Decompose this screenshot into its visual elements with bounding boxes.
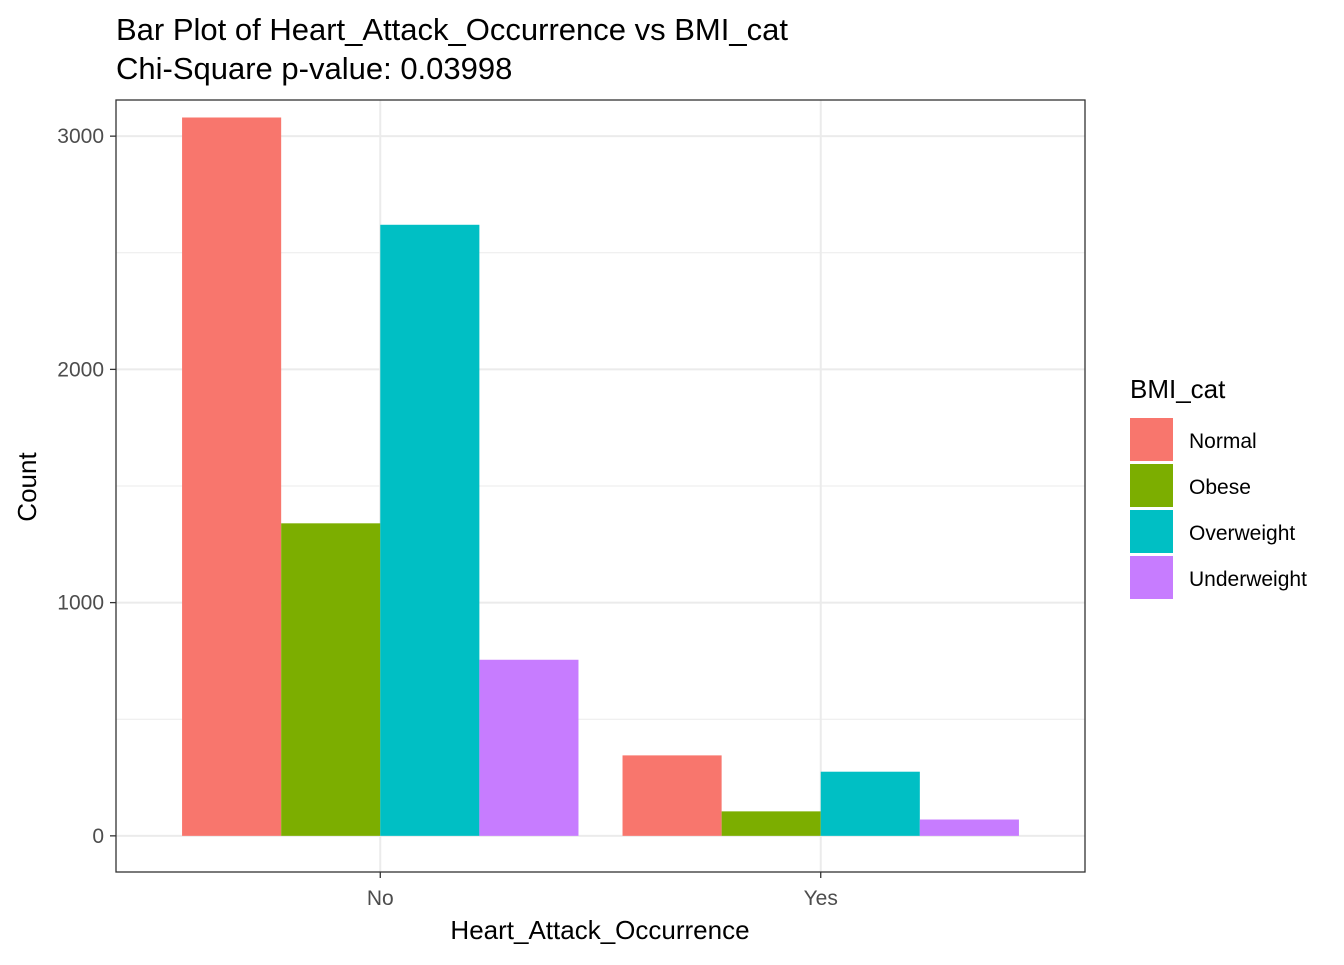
y-tick-label: 1000: [57, 592, 104, 615]
bar-obese-yes: [721, 811, 821, 836]
legend-label-overweight: Overweight: [1189, 522, 1295, 545]
bar-layer: [182, 117, 1019, 836]
legend-label-obese: Obese: [1189, 476, 1251, 499]
panel-border: [115, 99, 1086, 873]
axis-layer: 0 1000 2000 3000 No Yes: [57, 125, 838, 910]
bar-underweight-no: [479, 659, 579, 836]
legend-swatch-normal: [1130, 418, 1173, 461]
legend-label-normal: Normal: [1189, 430, 1257, 453]
x-tick-label: No: [367, 887, 394, 910]
legend-swatch-underweight: [1130, 556, 1173, 599]
bar-normal-no: [182, 117, 282, 836]
y-axis-title: Count: [12, 452, 42, 522]
bar-overweight-yes: [820, 771, 920, 836]
bar-overweight-no: [380, 224, 480, 836]
legend-swatch-obese: [1130, 464, 1173, 507]
y-tick-label: 3000: [57, 125, 104, 148]
chart-subtitle: Chi-Square p-value: 0.03998: [116, 51, 512, 86]
legend-swatch-overweight: [1130, 510, 1173, 553]
legend-items: Normal Obese Overweight Underweight: [1130, 418, 1307, 599]
bar-obese-no: [281, 523, 381, 836]
y-tick-label: 2000: [57, 358, 104, 381]
y-tick-label: 0: [92, 825, 104, 848]
bar-normal-yes: [622, 755, 722, 836]
bar-underweight-yes: [919, 819, 1019, 836]
chart-title: Bar Plot of Heart_Attack_Occurrence vs B…: [116, 12, 788, 47]
x-axis-title: Heart_Attack_Occurrence: [450, 915, 749, 945]
x-tick-label: Yes: [804, 887, 838, 910]
legend-title: BMI_cat: [1130, 374, 1226, 404]
legend: BMI_cat Normal Obese Overweight Underweight: [1130, 374, 1307, 599]
legend-label-underweight: Underweight: [1189, 568, 1307, 591]
